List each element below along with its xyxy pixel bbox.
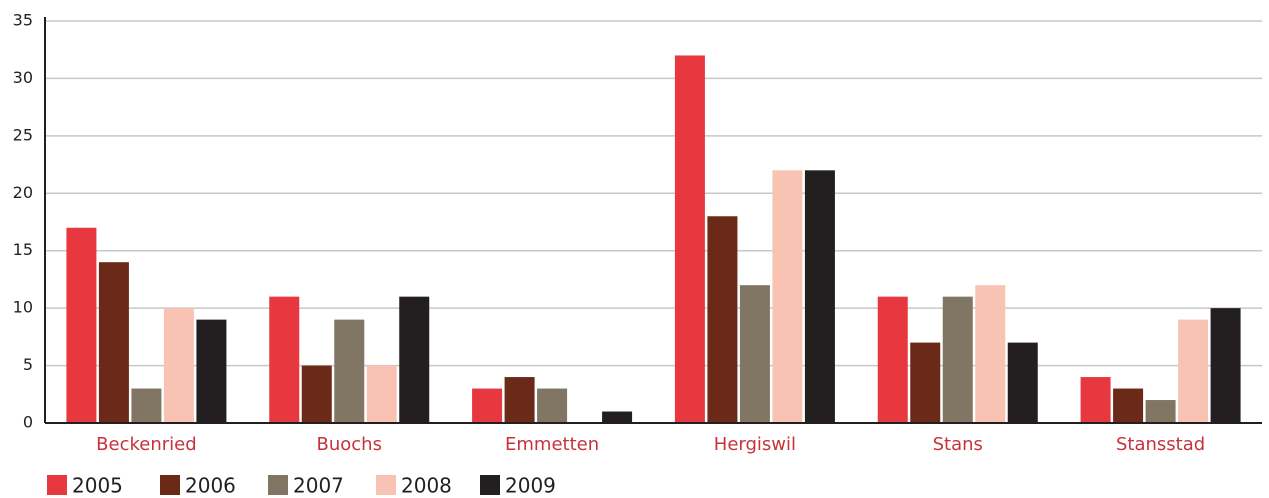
legend-label: 2006	[185, 474, 236, 498]
y-tick-label: 20	[13, 183, 33, 202]
legend-label: 2007	[293, 474, 344, 498]
bar	[674, 55, 705, 423]
bar	[910, 342, 941, 423]
bar	[301, 365, 332, 423]
legend-swatch	[480, 475, 500, 495]
x-tick-label: Hergiswil	[714, 434, 796, 455]
bar	[98, 262, 129, 423]
bar	[804, 170, 835, 423]
bar	[66, 227, 97, 423]
y-tick-label: 35	[13, 11, 33, 30]
bar	[366, 365, 397, 423]
x-tick-label: Beckenried	[96, 434, 197, 455]
bar	[269, 296, 300, 423]
bar	[1113, 388, 1144, 423]
bar	[1145, 400, 1176, 423]
bar	[1007, 342, 1038, 423]
bar	[504, 377, 535, 423]
y-tick-label: 25	[13, 125, 33, 144]
bar	[877, 296, 908, 423]
legend-swatch	[47, 475, 67, 495]
bar	[739, 285, 770, 423]
x-tick-label: Buochs	[317, 434, 382, 455]
bar	[131, 388, 162, 423]
bar	[975, 285, 1006, 423]
legend-label: 2005	[72, 474, 123, 498]
y-tick-label: 30	[13, 68, 33, 87]
bar	[196, 319, 227, 423]
bar	[399, 296, 430, 423]
bar	[1178, 319, 1209, 423]
bar	[537, 388, 568, 423]
legend-swatch	[268, 475, 288, 495]
x-tick-label: Stansstad	[1116, 434, 1205, 455]
x-tick-label: Emmetten	[505, 434, 599, 455]
bar	[334, 319, 365, 423]
bar	[772, 170, 803, 423]
y-tick-label: 0	[23, 413, 33, 432]
bar	[163, 308, 194, 423]
x-tick-label: Stans	[933, 434, 983, 455]
bar	[602, 411, 633, 423]
legend-swatch	[160, 475, 180, 495]
bar	[942, 296, 973, 423]
y-tick-label: 15	[13, 240, 33, 259]
bar	[1210, 308, 1241, 423]
bar	[472, 388, 503, 423]
legend-label: 2009	[505, 474, 556, 498]
legend-label: 2008	[401, 474, 452, 498]
bar	[1080, 377, 1111, 423]
legend-swatch	[376, 475, 396, 495]
y-tick-label: 5	[23, 355, 33, 374]
bar	[707, 216, 738, 423]
y-tick-label: 10	[13, 298, 33, 317]
